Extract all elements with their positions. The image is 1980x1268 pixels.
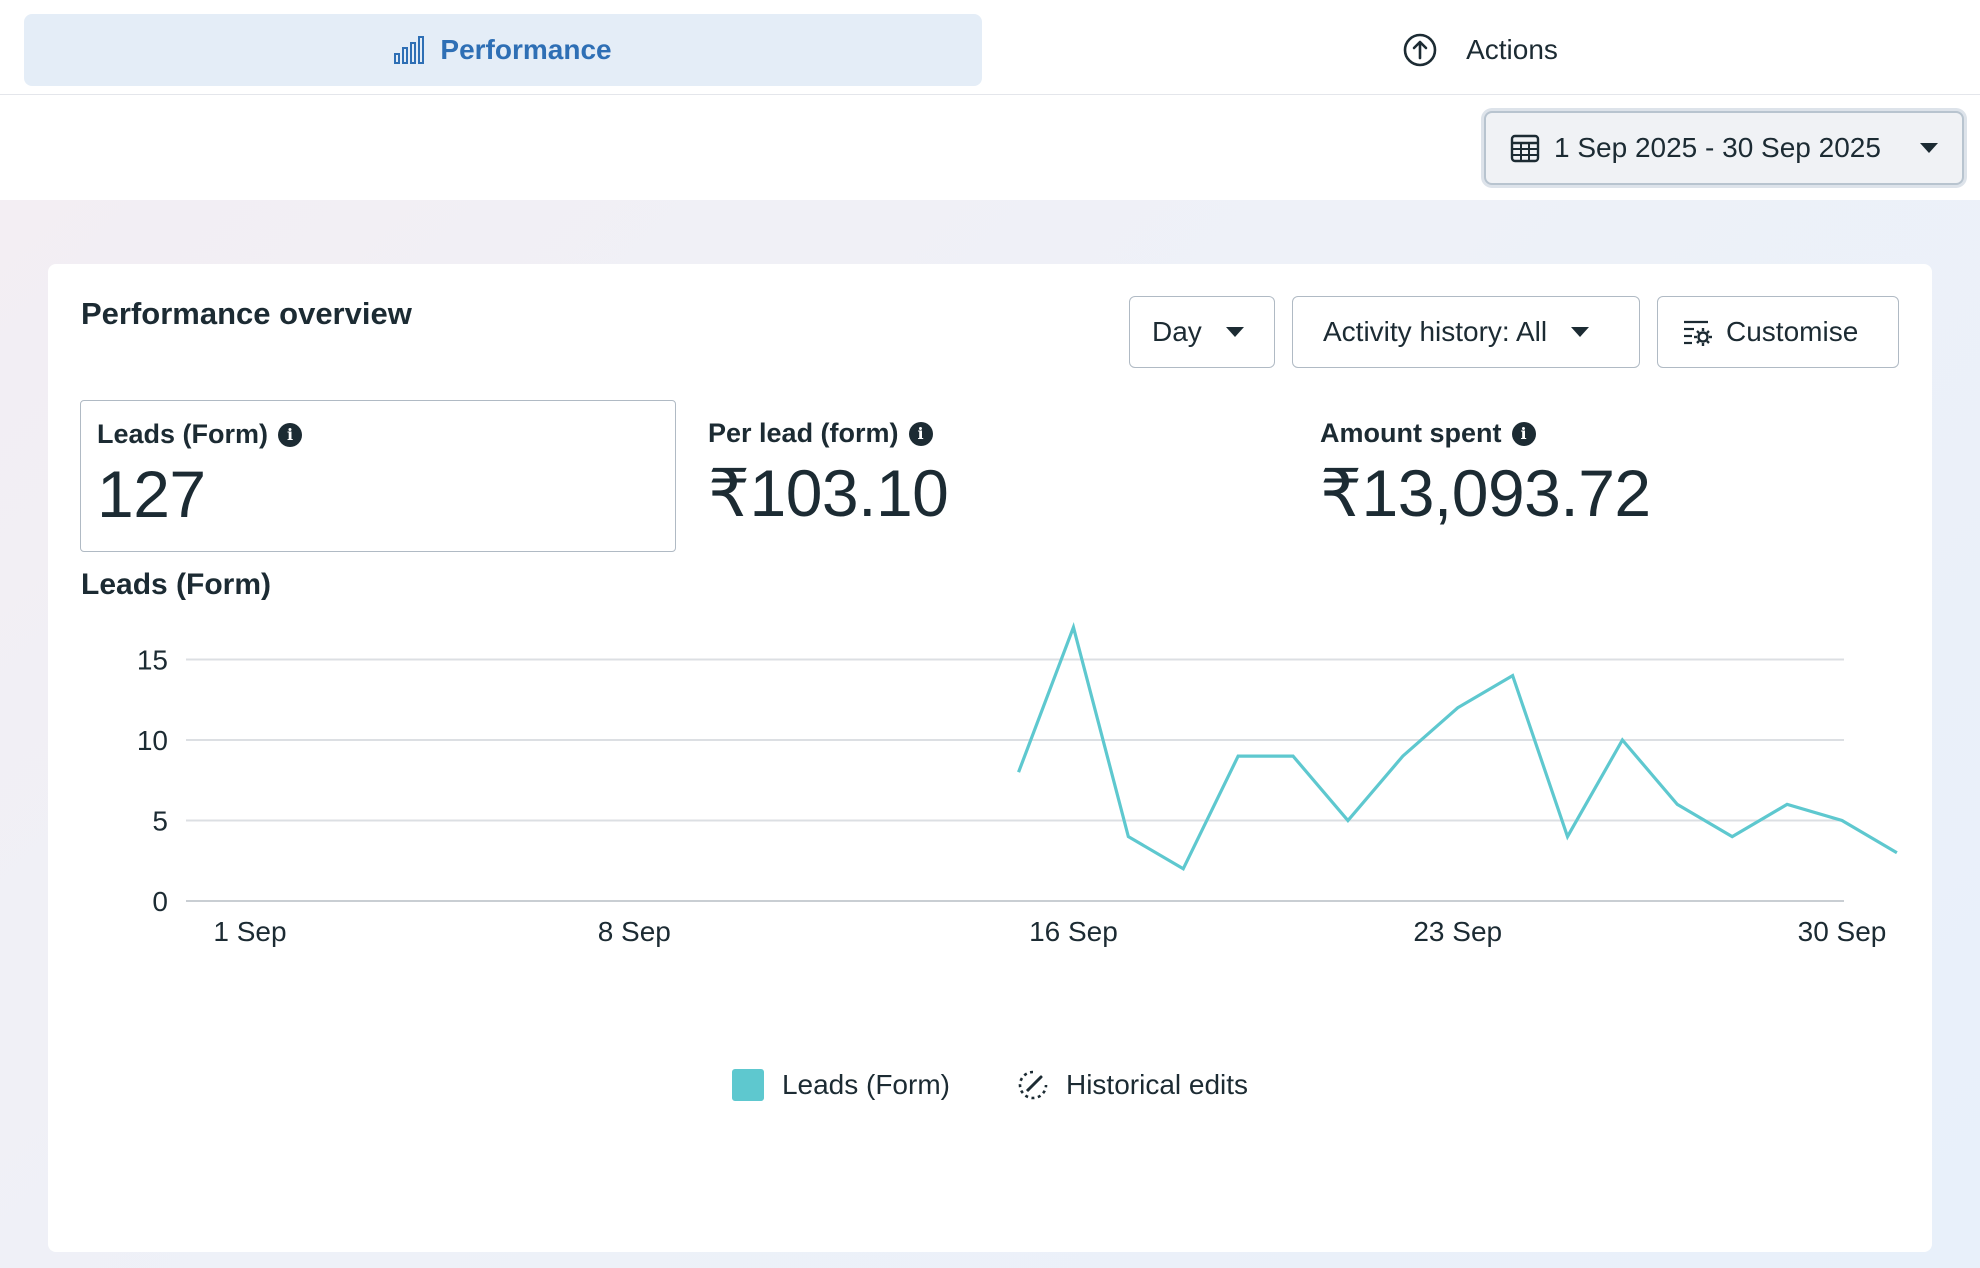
customise-button[interactable]: Customise [1657,296,1899,368]
chart-title: Leads (Form) [81,568,272,601]
card-title: Performance overview [81,296,412,331]
tab-performance[interactable]: Performance [24,14,982,86]
metric-value: ₹13,093.72 [1320,456,1651,530]
legend-item-historical-edits[interactable]: Historical edits [1016,1068,1248,1102]
day-dropdown[interactable]: Day [1129,296,1275,368]
x-tick-label: 30 Sep [1798,916,1887,947]
tab-performance-label: Performance [440,34,612,65]
legend-swatch [731,1069,764,1101]
legend-label: Historical edits [1065,1069,1249,1100]
metric-label: Amount spent [1320,418,1502,448]
series-line-leads [1017,622,1898,872]
chevron-down-icon [1920,143,1938,153]
info-icon[interactable]: i [278,422,303,447]
customise-label: Customise [1726,316,1859,347]
settings-list-icon [1682,318,1712,346]
info-icon[interactable]: i [908,421,933,446]
metric-value: 127 [97,457,206,531]
metric-value: ₹103.10 [708,456,949,530]
y-tick-label: 10 [137,725,168,756]
legend-label: Leads (Form) [781,1069,950,1100]
tab-actions[interactable]: Actions [1000,14,1960,86]
info-icon[interactable]: i [1511,421,1536,446]
activity-history-label: Activity history: All [1323,316,1548,347]
activity-history-dropdown[interactable]: Activity history: All [1292,296,1640,368]
x-tick-label: 1 Sep [213,916,286,947]
tab-bar: Performance Actions [0,0,1980,95]
x-tick-label: 16 Sep [1029,916,1118,947]
x-tick-label: 23 Sep [1413,916,1502,947]
metric-per-lead[interactable]: Per lead (form) i ₹103.10 [692,400,1292,552]
date-range-picker[interactable]: 1 Sep 2025 - 30 Sep 2025 [1484,111,1964,185]
chart-legend: Leads (Form) Historical edits [48,1060,1932,1110]
y-tick-label: 5 [152,806,168,837]
calendar-icon [1510,133,1540,163]
chevron-down-icon [1225,327,1244,337]
bar-chart-icon [394,36,425,64]
metric-label: Per lead (form) [708,418,899,448]
metric-leads-form[interactable]: Leads (Form) i 127 [80,400,676,552]
x-tick-label: 8 Sep [598,916,671,947]
tab-actions-label: Actions [1466,34,1558,65]
chevron-down-icon [1571,327,1590,337]
day-dropdown-label: Day [1152,316,1202,347]
date-range-label: 1 Sep 2025 - 30 Sep 2025 [1554,132,1881,163]
performance-overview-card: Performance overview Day Activity histor… [48,264,1932,1252]
edit-history-icon [1016,1068,1050,1102]
legend-item-leads[interactable]: Leads (Form) [731,1069,950,1101]
metric-label: Leads (Form) [97,419,269,449]
arrow-up-circle-icon [1402,32,1438,68]
y-tick-label: 0 [152,886,168,917]
y-tick-label: 15 [137,645,168,676]
metric-amount-spent[interactable]: Amount spent i ₹13,093.72 [1304,400,1904,552]
